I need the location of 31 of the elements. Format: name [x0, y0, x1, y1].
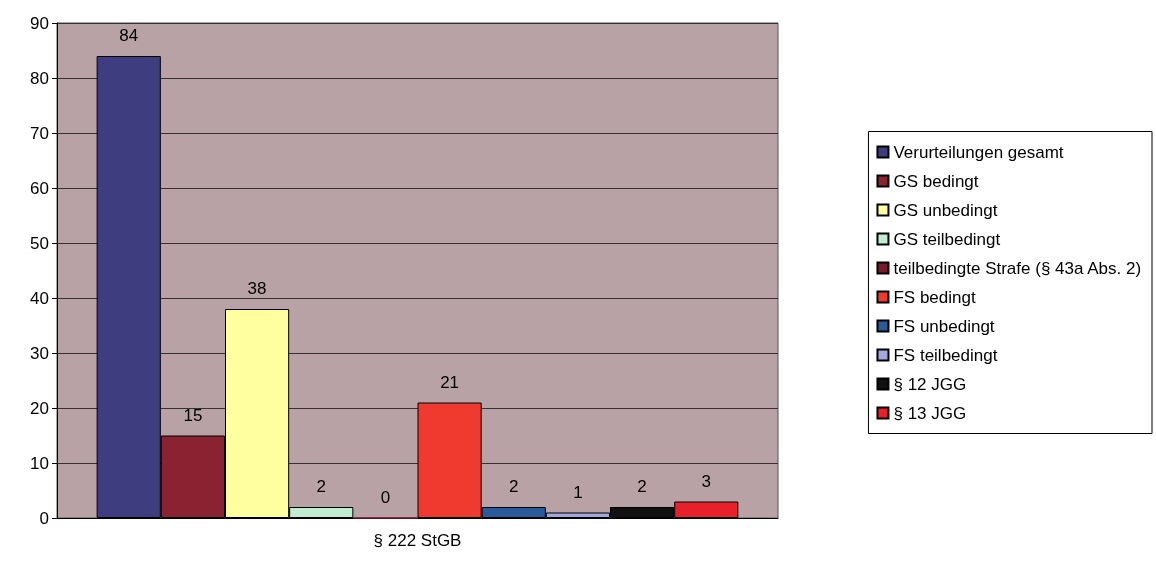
data-label: 2: [637, 477, 647, 496]
y-tick-label: 10: [30, 453, 49, 473]
data-label: 1: [573, 482, 583, 502]
data-label: 21: [440, 372, 460, 392]
y-tick-label: 30: [30, 343, 49, 363]
legend-label: FS bedingt: [893, 287, 976, 307]
legend-label: FS teilbedingt: [893, 345, 998, 365]
y-tick-label: 0: [39, 508, 49, 528]
y-tick-label: 90: [30, 13, 49, 33]
y-tick-label: 80: [30, 68, 49, 88]
legend-label: § 12 JGG: [893, 374, 967, 394]
legend-label: GS bedingt: [893, 171, 979, 191]
legend-label: teilbedingte Strafe (§ 43a Abs. 2): [893, 258, 1142, 278]
data-label: 2: [316, 477, 326, 496]
data-label: 3: [701, 471, 711, 491]
y-tick-label: 20: [30, 398, 49, 418]
legend-label: GS unbedingt: [893, 200, 998, 220]
y-tick-label: 60: [30, 178, 49, 198]
data-label: 15: [183, 405, 203, 425]
y-tick-label: 40: [30, 288, 49, 308]
y-tick-label: 50: [30, 233, 49, 253]
legend-label: GS teilbedingt: [893, 229, 1001, 249]
data-label: 2: [509, 477, 519, 496]
legend-label: Verurteilungen gesamt: [893, 142, 1064, 162]
data-label: 0: [380, 487, 391, 507]
x-tick-label: § 222 StGB: [373, 531, 462, 550]
data-label: 84: [119, 26, 139, 45]
legend-label: § 13 JGG: [893, 403, 967, 423]
legend-label: FS unbedingt: [893, 316, 995, 336]
data-label: 38: [247, 279, 267, 298]
y-tick-label: 70: [30, 123, 49, 143]
